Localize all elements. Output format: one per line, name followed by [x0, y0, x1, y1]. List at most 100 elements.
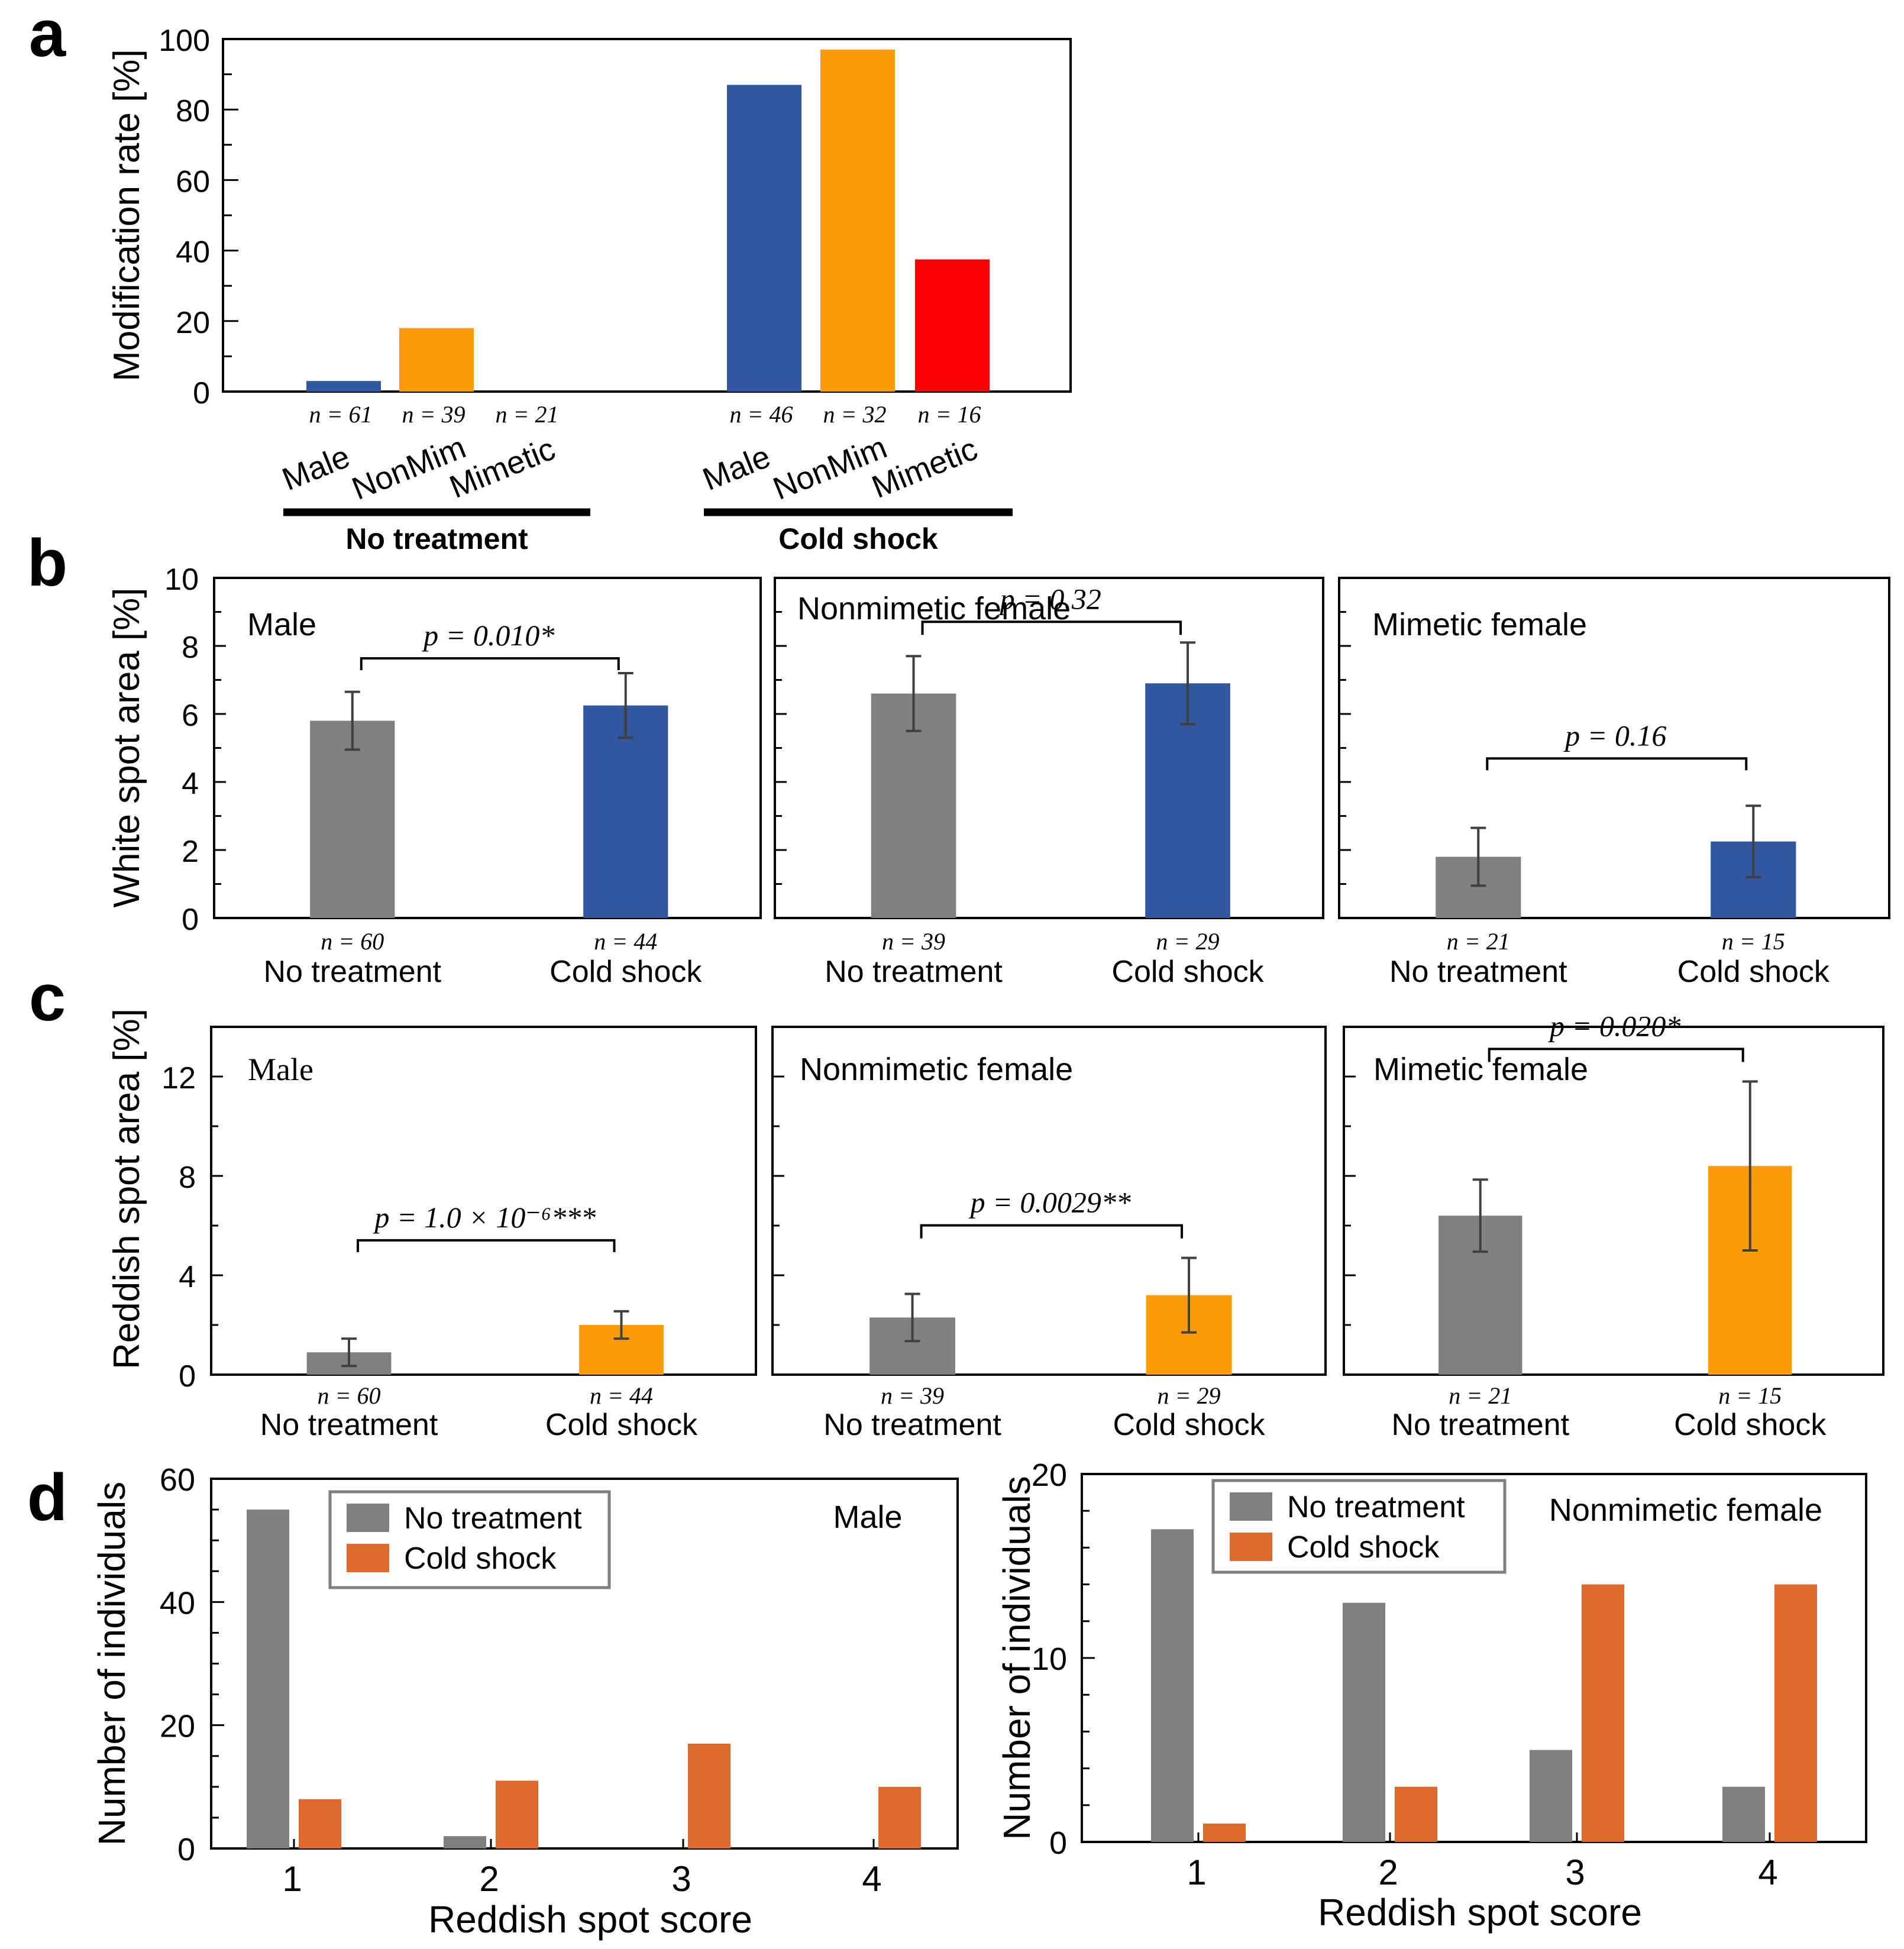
bar-no-treatment — [310, 720, 395, 918]
category-label: Cold shock — [545, 1408, 698, 1442]
n-label: n = 61 — [309, 401, 373, 428]
bar-no-treatment-male — [306, 381, 381, 392]
y-tick-label: 4 — [179, 1260, 196, 1294]
legend-swatch-no-treatment — [1230, 1492, 1272, 1521]
legend-label: No treatment — [404, 1501, 582, 1536]
legend-label: Cold shock — [1287, 1530, 1440, 1565]
subplot-title: Nonmimetic female — [1549, 1492, 1822, 1528]
y-tick-label: 8 — [179, 1161, 196, 1195]
y-axis-label: Number of individuals — [995, 1476, 1038, 1840]
bar-cold-shock-score-4 — [878, 1786, 921, 1848]
bar-cold-shock-score-3 — [1582, 1584, 1624, 1842]
panel-b-subplot-frame — [774, 577, 1324, 919]
significance-bracket — [360, 657, 620, 670]
category-label: Cold shock — [1674, 1408, 1827, 1442]
y-tick-label: 10 — [1032, 1641, 1067, 1677]
n-label: n = 21 — [1447, 928, 1510, 955]
group-label: Cold shock — [778, 522, 938, 555]
n-label: n = 21 — [496, 401, 559, 428]
n-label: n = 29 — [1156, 928, 1220, 955]
y-tick-label: 8 — [182, 631, 199, 665]
y-tick-label: 100 — [159, 24, 210, 58]
y-tick-label: 2 — [182, 835, 199, 869]
bar-no-treatment-score-2 — [1343, 1602, 1385, 1842]
n-label: n = 39 — [882, 928, 945, 955]
y-tick-label: 4 — [182, 767, 199, 801]
bar-cold-shock-male — [727, 85, 801, 392]
panel-c-subplot-frame — [1343, 1026, 1884, 1376]
category-label: No treatment — [825, 955, 1003, 989]
legend-swatch-cold-shock — [347, 1544, 389, 1572]
y-axis-label: Reddish spot area [%] — [106, 1009, 147, 1369]
n-label: n = 44 — [590, 1382, 653, 1409]
category-label: NonMim — [347, 429, 471, 507]
n-label: n = 21 — [1449, 1382, 1512, 1409]
bar-cold-shock — [583, 705, 668, 918]
p-value-label: p = 0.010* — [422, 619, 554, 652]
y-tick-label: 20 — [160, 1709, 195, 1744]
legend-label: Cold shock — [404, 1541, 557, 1576]
y-tick-label: 80 — [176, 94, 210, 128]
n-label: n = 29 — [1158, 1382, 1221, 1409]
p-value-label: p = 0.32 — [998, 582, 1101, 615]
y-tick-label: 6 — [182, 699, 199, 733]
subplot-title: Mimetic female — [1373, 1052, 1588, 1087]
category-label: No treatment — [263, 955, 441, 989]
significance-bracket — [920, 1224, 1184, 1239]
panel-c-subplot-frame — [210, 1026, 757, 1376]
y-tick-label: 0 — [1049, 1825, 1067, 1861]
bar-cold-shock-score-1 — [1203, 1823, 1246, 1842]
category-label: No treatment — [1389, 955, 1567, 989]
bar-cold-shock-score-4 — [1774, 1584, 1817, 1842]
panel-letter-a: a — [29, 0, 66, 70]
n-label: n = 16 — [918, 401, 981, 428]
category-label: NonMim — [768, 429, 892, 507]
significance-bracket — [1486, 757, 1748, 771]
bar-no-treatment-nonmim — [399, 328, 474, 392]
category-label: Male — [698, 439, 775, 497]
x-tick-label: 4 — [1758, 1853, 1777, 1892]
bar-cold-shock-score-1 — [299, 1799, 341, 1848]
category-label: Male — [277, 439, 355, 497]
category-label: Mimetic — [867, 431, 982, 505]
bar-no-treatment-score-3 — [1530, 1750, 1572, 1842]
y-tick-label: 10 — [164, 563, 199, 597]
bar-no-treatment-score-1 — [1151, 1529, 1194, 1842]
significance-bracket — [357, 1239, 616, 1252]
bar-no-treatment-score-4 — [1722, 1786, 1765, 1842]
subplot-title: Nonmimetic female — [797, 591, 1071, 626]
panel-letter-c: c — [29, 961, 66, 1035]
bar-cold-shock-score-2 — [1395, 1786, 1437, 1842]
bar-no-treatment-score-2 — [444, 1836, 486, 1848]
category-label: Cold shock — [1111, 955, 1264, 989]
y-tick-label: 20 — [176, 306, 210, 340]
bar-cold-shock-nonmim — [820, 49, 895, 392]
n-label: n = 60 — [318, 1382, 381, 1409]
y-tick-label: 60 — [160, 1462, 195, 1498]
subplot-title: Nonmimetic female — [800, 1052, 1073, 1087]
category-label: Cold shock — [1677, 955, 1830, 989]
significance-bracket — [1488, 1048, 1744, 1062]
y-tick-label: 40 — [160, 1585, 195, 1621]
category-label: No treatment — [823, 1408, 1001, 1442]
y-axis-label: Number of individuals — [90, 1482, 133, 1845]
panel-letter-d: d — [27, 1460, 67, 1534]
y-axis-label: Modification rate [%] — [106, 49, 147, 382]
y-tick-label: 0 — [182, 903, 199, 937]
panel-letter-b: b — [27, 526, 67, 600]
n-label: n = 32 — [823, 401, 887, 428]
panel-c-subplot-frame — [771, 1026, 1327, 1376]
legend-swatch-cold-shock — [1230, 1533, 1272, 1561]
category-label: No treatment — [260, 1408, 438, 1442]
bar-no-treatment-score-1 — [247, 1510, 289, 1848]
n-label: n = 39 — [402, 401, 466, 428]
p-value-label: p = 1.0 × 10⁻⁶*** — [373, 1201, 596, 1234]
legend-label: No treatment — [1287, 1490, 1465, 1524]
p-value-label: p = 0.0029** — [969, 1186, 1131, 1219]
x-axis-label: Reddish spot score — [1318, 1891, 1642, 1934]
category-label: Cold shock — [1113, 1408, 1265, 1442]
bar-cold-shock-score-3 — [688, 1743, 730, 1848]
x-tick-label: 3 — [671, 1859, 691, 1899]
y-tick-label: 20 — [1032, 1457, 1067, 1493]
n-label: n = 39 — [881, 1382, 944, 1409]
